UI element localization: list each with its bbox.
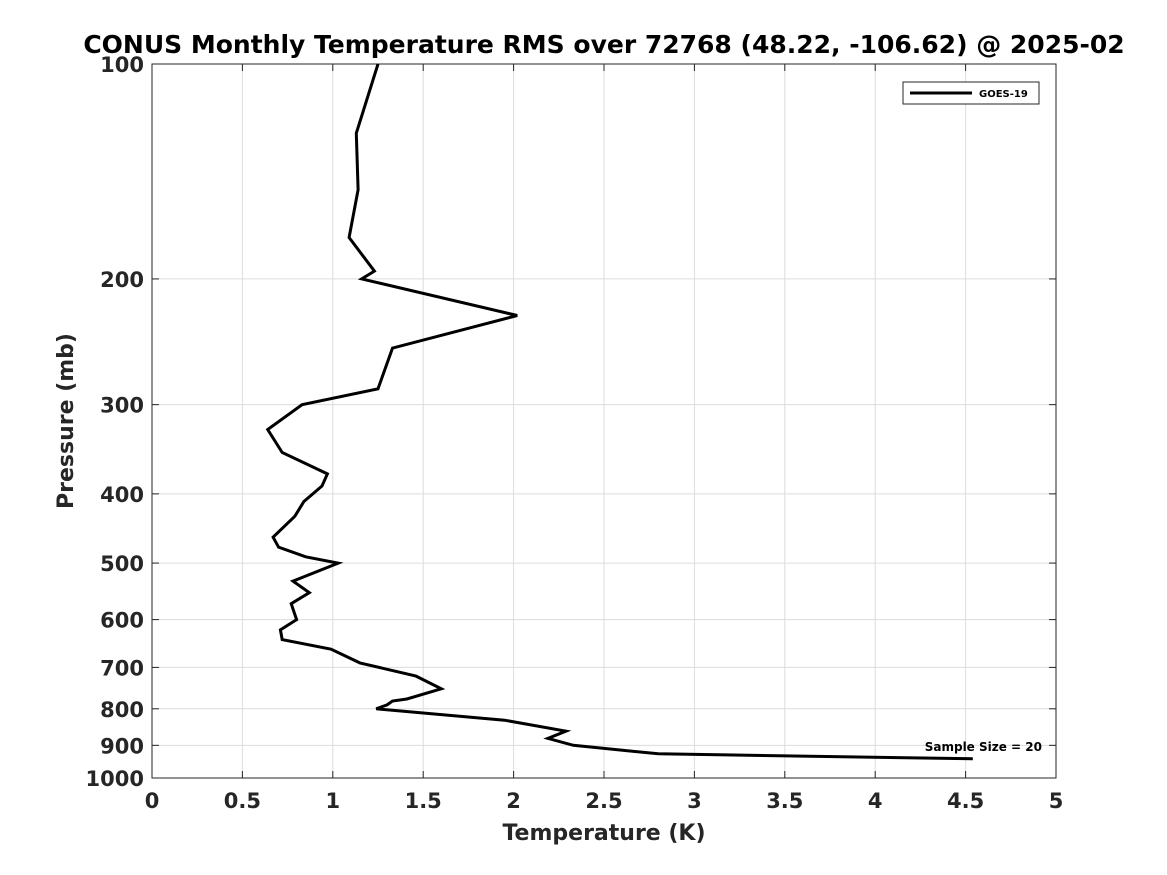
x-tick-label: 0.5 bbox=[224, 789, 261, 813]
y-tick-label: 200 bbox=[100, 268, 144, 292]
y-tick-label: 300 bbox=[100, 394, 144, 418]
y-tick-label: 900 bbox=[100, 734, 144, 758]
sample-size-annotation: Sample Size = 20 bbox=[925, 740, 1042, 754]
y-tick-label: 100 bbox=[100, 53, 144, 77]
x-tick-label: 1.5 bbox=[405, 789, 442, 813]
y-axis-ticks: 100 200 300 400 500 600 700 800 900 1000 bbox=[86, 53, 1056, 791]
x-tick-label: 1 bbox=[325, 789, 340, 813]
y-tick-label: 600 bbox=[100, 609, 144, 633]
y-tick-label: 1000 bbox=[86, 767, 144, 791]
x-tick-label: 3.5 bbox=[766, 789, 803, 813]
y-tick-label: 700 bbox=[100, 656, 144, 680]
x-tick-label: 2.5 bbox=[585, 789, 622, 813]
x-tick-label: 4 bbox=[868, 789, 883, 813]
x-tick-label: 4.5 bbox=[947, 789, 984, 813]
legend: GOES-19 bbox=[902, 81, 1040, 105]
x-tick-label: 3 bbox=[687, 789, 702, 813]
x-tick-label: 5 bbox=[1049, 789, 1064, 813]
legend-label: GOES-19 bbox=[979, 89, 1028, 100]
y-tick-label: 800 bbox=[100, 698, 144, 722]
x-tick-label: 2 bbox=[506, 789, 521, 813]
y-tick-label: 400 bbox=[100, 483, 144, 507]
x-axis-label: Temperature (K) bbox=[502, 821, 705, 846]
y-tick-label: 500 bbox=[100, 552, 144, 576]
x-axis-ticks: 0 0.5 1 1.5 2 2.5 3 3.5 4 4.5 5 bbox=[145, 64, 1064, 813]
chart-title: CONUS Monthly Temperature RMS over 72768… bbox=[83, 30, 1124, 59]
y-axis-label: Pressure (mb) bbox=[54, 333, 79, 509]
series-line-goes-19 bbox=[265, 63, 973, 761]
x-tick-label: 0 bbox=[145, 789, 160, 813]
series-layer bbox=[265, 63, 973, 761]
